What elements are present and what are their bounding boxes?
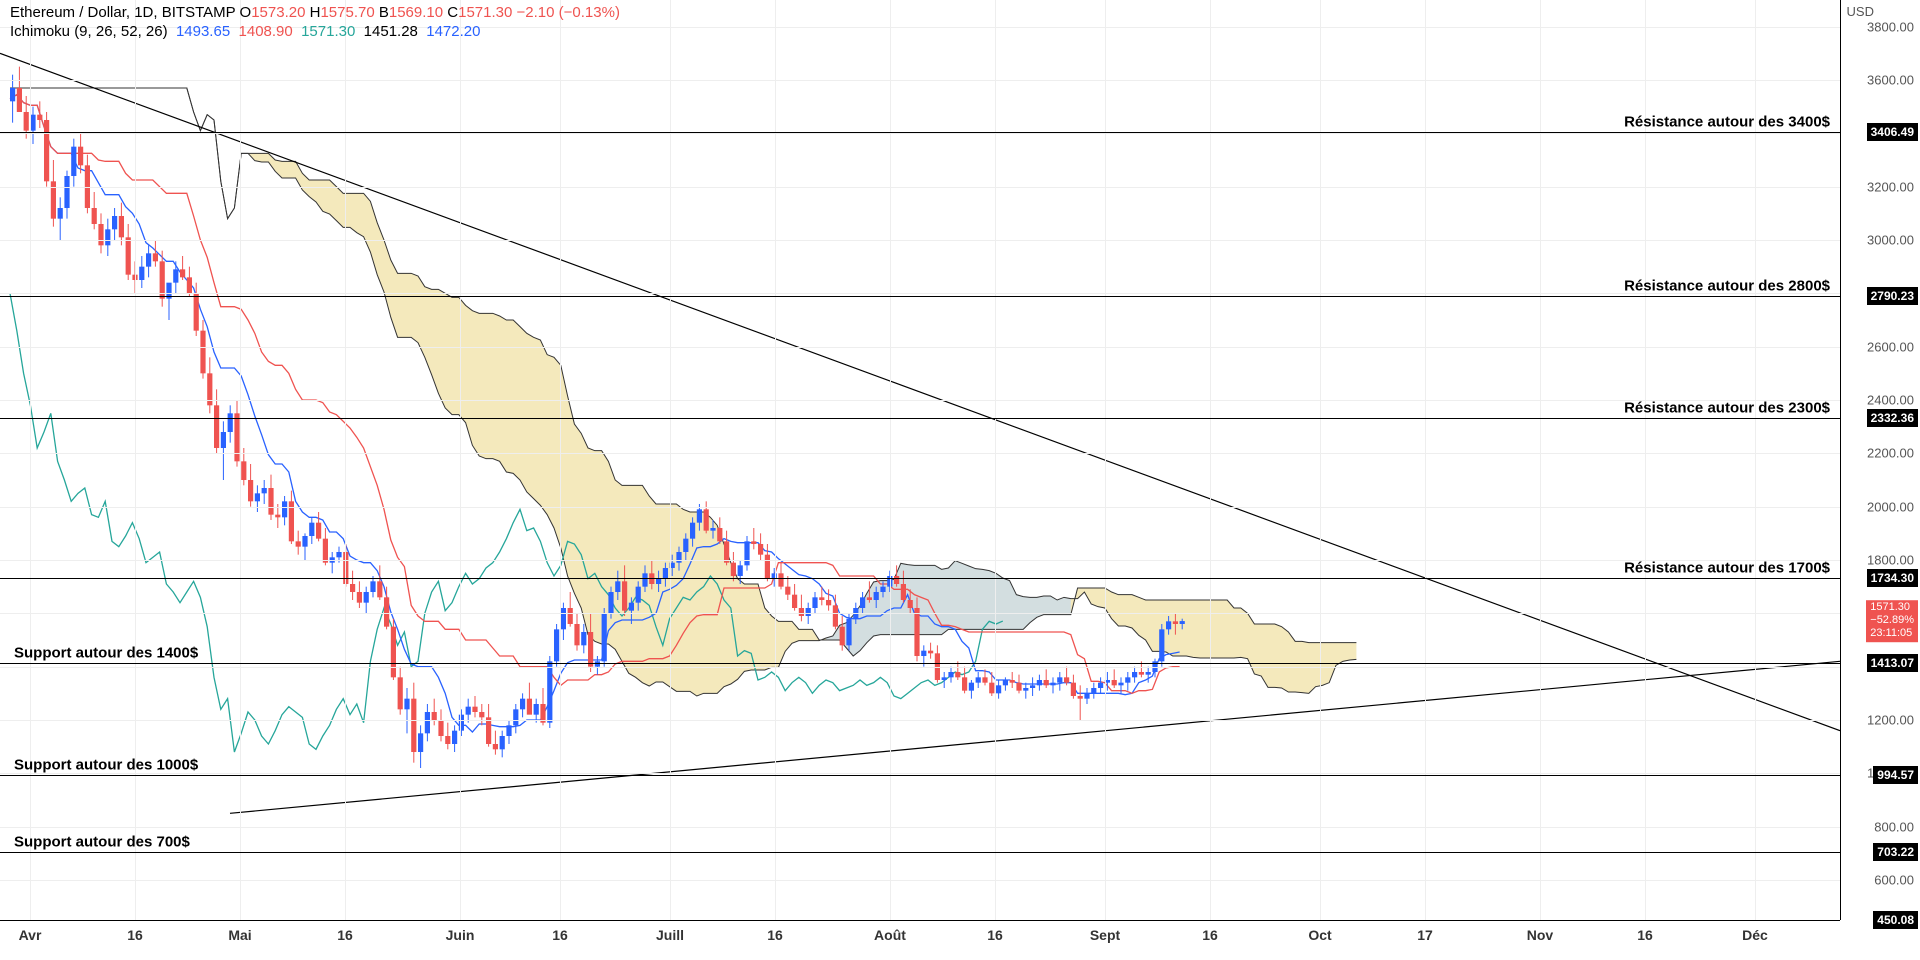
- c-label: C: [447, 4, 458, 21]
- y-tick: 3200.00: [1867, 179, 1914, 194]
- spanb-value: 1472.20: [426, 23, 480, 40]
- y-price-badge: 703.22: [1873, 843, 1918, 861]
- x-tick: Nov: [1527, 927, 1553, 943]
- y-price-badge: 2790.23: [1867, 287, 1918, 305]
- chart-plot-area[interactable]: Ethereum / Dollar, 1D, BITSTAMP O1573.20…: [0, 0, 1840, 920]
- x-tick: 17: [1417, 927, 1433, 943]
- hline-label: Résistance autour des 3400$: [1624, 113, 1830, 130]
- y-tick: 2600.00: [1867, 339, 1914, 354]
- hline-label: Support autour des 1000$: [14, 756, 198, 773]
- x-tick: Oct: [1308, 927, 1331, 943]
- change-value: −2.10 (−0.13%): [517, 4, 620, 21]
- kijun-value: 1408.90: [239, 23, 293, 40]
- y-tick: 800.00: [1874, 819, 1914, 834]
- x-tick: Mai: [228, 927, 251, 943]
- hline-label: Résistance autour des 2300$: [1624, 399, 1830, 416]
- y-tick: 3800.00: [1867, 19, 1914, 34]
- o-value: 1573.20: [251, 4, 305, 21]
- y-axis: USD 600.00800.001000.001200.001400.00160…: [1840, 0, 1920, 920]
- o-label: O: [240, 4, 252, 21]
- x-tick: Avr: [19, 927, 42, 943]
- x-tick: 16: [987, 927, 1003, 943]
- chikou-value: 1571.30: [301, 23, 355, 40]
- hline-label: Résistance autour des 1700$: [1624, 559, 1830, 576]
- l-value: 1569.10: [389, 4, 443, 21]
- x-tick: Août: [874, 927, 906, 943]
- y-unit-label: USD: [1847, 4, 1874, 19]
- last-price-badge: 1571.30−52.89%23:11:05: [1866, 600, 1918, 642]
- c-value: 1571.30: [458, 4, 512, 21]
- chart-container: Ethereum / Dollar, 1D, BITSTAMP O1573.20…: [0, 0, 1920, 960]
- y-tick: 3000.00: [1867, 233, 1914, 248]
- y-tick: 3600.00: [1867, 73, 1914, 88]
- indicator-label: Ichimoku (9, 26, 52, 26): [10, 23, 168, 40]
- y-price-badge: 2332.36: [1867, 409, 1918, 427]
- l-label: B: [379, 4, 389, 21]
- y-price-badge: 450.08: [1873, 911, 1918, 929]
- x-tick: Déc: [1742, 927, 1768, 943]
- y-price-badge: 1734.30: [1867, 569, 1918, 587]
- x-tick: 16: [127, 927, 143, 943]
- spana-value: 1451.28: [364, 23, 418, 40]
- y-tick: 2200.00: [1867, 446, 1914, 461]
- y-tick: 600.00: [1874, 873, 1914, 888]
- pair-label: Ethereum / Dollar, 1D, BITSTAMP: [10, 4, 235, 21]
- x-tick: Juill: [656, 927, 684, 943]
- x-tick: Juin: [446, 927, 475, 943]
- y-tick: 2400.00: [1867, 393, 1914, 408]
- h-value: 1575.70: [320, 4, 374, 21]
- x-tick: 16: [1202, 927, 1218, 943]
- hline-label: Support autour des 700$: [14, 834, 190, 851]
- hline-label: Support autour des 1400$: [14, 644, 198, 661]
- chart-svg: [0, 0, 1840, 920]
- x-tick: 16: [337, 927, 353, 943]
- y-price-badge: 3406.49: [1867, 123, 1918, 141]
- x-tick: 16: [552, 927, 568, 943]
- h-label: H: [310, 4, 321, 21]
- x-tick: Sept: [1090, 927, 1120, 943]
- y-tick: 1800.00: [1867, 553, 1914, 568]
- y-price-badge: 994.57: [1873, 766, 1918, 784]
- x-tick: 16: [1637, 927, 1653, 943]
- tenkan-value: 1493.65: [176, 23, 230, 40]
- y-tick: 2000.00: [1867, 499, 1914, 514]
- hline-label: Résistance autour des 2800$: [1624, 277, 1830, 294]
- y-tick: 1200.00: [1867, 713, 1914, 728]
- x-tick: 16: [767, 927, 783, 943]
- x-axis: Avr 16 Mai 16 Juin 16 Juill 16 Août 16 Sept 16 Oct 17…: [0, 920, 1840, 960]
- chart-header: Ethereum / Dollar, 1D, BITSTAMP O1573.20…: [10, 4, 620, 42]
- y-price-badge: 1413.07: [1867, 654, 1918, 672]
